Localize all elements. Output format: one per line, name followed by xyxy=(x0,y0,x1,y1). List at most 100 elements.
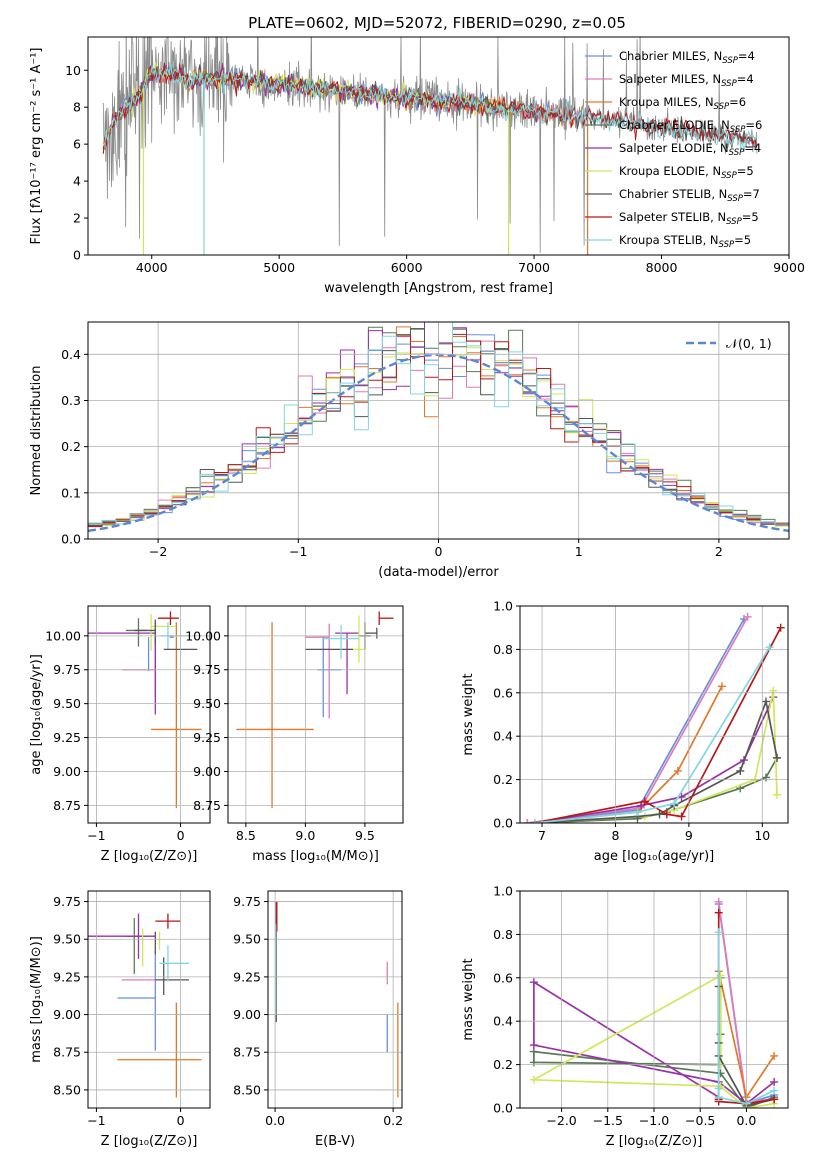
y-tick-label: 0.1 xyxy=(61,485,81,500)
axes-frame xyxy=(267,890,403,1109)
errorbar-point-chabrier_miles xyxy=(147,636,174,672)
legend-val: =5 xyxy=(742,210,759,224)
x-tick-label: 5000 xyxy=(263,260,295,275)
legend-text: Salpeter ELODIE, N xyxy=(619,141,729,155)
legend-val: =5 xyxy=(737,164,754,178)
legend-sub: SSP xyxy=(721,171,737,181)
y-tick-label: 9.75 xyxy=(53,662,81,677)
legend-text: Chabrier STELIB, N xyxy=(619,187,727,201)
errorbar-point-chabrier_elodie xyxy=(125,918,147,974)
y-tick-label: 9.75 xyxy=(53,894,81,909)
y-tick-label: 9.50 xyxy=(53,932,81,947)
y-tick-label: 0.2 xyxy=(61,439,81,454)
marker-chabrier_stelib xyxy=(772,753,781,762)
marker-salpeter_miles xyxy=(523,819,532,823)
errorbar-point-kroupa_miles xyxy=(151,622,202,809)
figure-title: PLATE=0602, MJD=52072, FIBERID=0290, z=0… xyxy=(248,14,626,32)
legend-entry: Salpeter STELIB, NSSP=5 xyxy=(619,210,759,227)
marker-kroupa_elodie xyxy=(769,686,778,695)
panel-mass_vs_ebv: 0.0 0.2 8.50 8.75 9.00 9.25 9.50 9.75 E(B-V) xyxy=(233,890,403,1149)
errorbar-point-salpeter_elodie xyxy=(335,632,359,695)
legend-text: Salpeter MILES, N xyxy=(619,72,721,86)
mass-weight-salpeter_elodie xyxy=(533,981,775,1105)
mass-weight-chabrier_elodie xyxy=(534,757,778,823)
axes-frame xyxy=(227,605,404,824)
y-tick-label: 10.00 xyxy=(45,628,81,643)
legend-entry: Chabrier STELIB, NSSP=7 xyxy=(619,187,760,204)
y-axis-label: mass weight xyxy=(461,958,476,1040)
legend-val: =4 xyxy=(737,72,754,86)
y-tick-label: 8 xyxy=(73,100,81,115)
x-axis-label: Z [log₁₀(Z/Z⊙)] xyxy=(101,849,198,864)
legend-entry: Salpeter ELODIE, NSSP=4 xyxy=(619,141,761,158)
errorbar-point-kroupa_miles xyxy=(236,622,314,809)
y-tick-label: 10.00 xyxy=(185,628,221,643)
legend-sub: SSP xyxy=(727,194,743,204)
x-tick-label: 0 xyxy=(177,828,185,843)
x-tick-label: −1.5 xyxy=(593,1113,623,1128)
axes-frame xyxy=(87,890,211,1109)
y-tick-label: 0.8 xyxy=(493,642,513,657)
x-tick-label: −1 xyxy=(87,1113,105,1128)
errorbar-point-chabrier_stelib xyxy=(134,619,156,644)
marker-salpeter_stelib xyxy=(770,1095,779,1104)
errorbar-point-salpeter_miles xyxy=(305,623,330,719)
y-tick-label: 6 xyxy=(73,137,81,152)
marker-kroupa_elodie xyxy=(529,1075,538,1084)
y-tick-label: 9.00 xyxy=(53,1007,81,1022)
x-axis-label: E(B-V) xyxy=(315,1134,355,1149)
y-tick-label: 1.0 xyxy=(493,599,513,614)
legend-text: Kroupa STELIB, N xyxy=(619,233,719,247)
x-axis-label: Z [log₁₀(Z/Z⊙)] xyxy=(101,1134,198,1149)
marker-kroupa_stelib xyxy=(714,1093,723,1102)
y-tick-label: 8.75 xyxy=(233,1045,261,1060)
x-tick-label: 0.0 xyxy=(265,1113,285,1128)
marker-salpeter_stelib xyxy=(662,810,671,819)
x-tick-label: −1 xyxy=(289,544,307,559)
y-tick-label: 9.50 xyxy=(233,932,261,947)
legend-entry: Kroupa MILES, NSSP=6 xyxy=(619,95,746,112)
legend-entry: Chabrier ELODIE, NSSP=6 xyxy=(619,118,762,135)
marker-kroupa_miles xyxy=(717,682,726,691)
legend-sub: SSP xyxy=(722,56,738,66)
x-tick-label: 0.0 xyxy=(736,1113,756,1128)
marker-kroupa_stelib xyxy=(714,1084,723,1093)
marker-salpeter_elodie xyxy=(637,801,646,810)
errorbar-point-kroupa_stelib xyxy=(159,945,189,982)
y-tick-label: 9.75 xyxy=(193,662,221,677)
panel-mass_vs_Z: −1 0 8.50 8.75 9.00 9.25 9.50 9.75 Z [log₁₀(Z/Z⊙… xyxy=(29,890,211,1149)
errorbar-point-chabrier_elodie xyxy=(125,618,147,647)
legend-entry: Salpeter MILES, NSSP=4 xyxy=(619,72,754,89)
x-axis-label: age [log₁₀(age/yr)] xyxy=(594,849,715,864)
marker-salpeter_elodie xyxy=(529,1041,538,1050)
legend-val: =4 xyxy=(744,141,761,155)
legend-val: =6 xyxy=(729,95,746,109)
y-tick-label: 0.3 xyxy=(61,393,81,408)
y-tick-label: 8.75 xyxy=(53,1045,81,1060)
legend-sub: SSP xyxy=(730,125,746,135)
legend: 𝒩(0, 1) xyxy=(686,336,772,351)
legend-entry: 𝒩(0, 1) xyxy=(726,336,772,351)
y-axis-label: Flux [fλ10⁻¹⁷ erg cm⁻² s⁻¹ A⁻¹] xyxy=(29,48,44,245)
marker-kroupa_miles xyxy=(770,1051,779,1060)
model-spectrum-kroupa_stelib xyxy=(102,62,757,152)
legend-entry: Kroupa ELODIE, NSSP=5 xyxy=(619,164,754,181)
plot-area xyxy=(88,913,202,1098)
y-axis-label: mass [log₁₀(M/M⊙)] xyxy=(29,936,44,1063)
y-tick-label: 9.25 xyxy=(53,730,81,745)
marker-kroupa_stelib xyxy=(633,808,642,817)
legend-sub: SSP xyxy=(714,102,730,112)
legend-entry: Kroupa STELIB, NSSP=5 xyxy=(619,233,751,250)
panel-spectrum: 4000 5000 6000 7000 8000 9000 0 2 4 6 8 10 wavelengt… xyxy=(29,36,805,296)
y-tick-label: 9.25 xyxy=(233,969,261,984)
mass-weight-kroupa_elodie xyxy=(533,974,775,1108)
x-tick-label: 9000 xyxy=(773,260,805,275)
y-tick-label: 0 xyxy=(73,248,81,263)
marker-salpeter_stelib xyxy=(640,797,649,806)
x-tick-label: 7000 xyxy=(518,260,550,275)
errorbar-point-salpeter_stelib xyxy=(157,611,179,625)
errorbar-point-salpeter_elodie xyxy=(88,632,156,715)
x-tick-label: 10 xyxy=(754,828,770,843)
marker-chabrier_elodie xyxy=(761,773,770,782)
